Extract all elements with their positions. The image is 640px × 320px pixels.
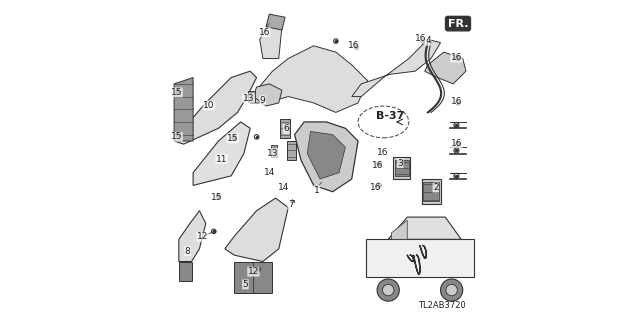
Bar [280,119,290,138]
Polygon shape [294,122,358,192]
Text: 11: 11 [216,155,227,164]
Text: 12: 12 [248,267,259,276]
Text: 16: 16 [348,41,360,50]
Polygon shape [352,39,440,97]
Polygon shape [193,122,250,185]
Polygon shape [388,217,461,239]
Text: 16: 16 [370,183,381,192]
Text: 8: 8 [185,246,191,256]
Polygon shape [253,84,282,106]
Text: 16: 16 [377,148,388,157]
Text: 16: 16 [451,53,462,62]
Text: 4: 4 [426,36,431,45]
Text: 12: 12 [197,232,208,241]
Text: FR.: FR. [448,19,468,28]
Text: 7: 7 [288,200,294,209]
Polygon shape [234,261,273,293]
Bar [271,145,278,157]
Polygon shape [174,77,193,141]
Circle shape [383,284,394,296]
Text: TL2AB3720: TL2AB3720 [419,301,466,310]
Polygon shape [260,24,282,59]
Text: 5: 5 [243,280,248,289]
Text: 14: 14 [278,183,289,192]
Text: 2: 2 [433,183,438,192]
Text: 16: 16 [372,161,383,170]
Text: 16: 16 [259,28,270,37]
Text: 13: 13 [243,94,254,103]
Polygon shape [179,211,206,261]
Text: 16: 16 [451,98,462,107]
Polygon shape [425,52,466,84]
Text: 10: 10 [204,101,215,110]
Text: 6: 6 [283,124,289,133]
Polygon shape [307,132,346,179]
Polygon shape [392,220,407,239]
Bar [422,179,440,204]
Bar [394,160,409,176]
Bar [248,91,255,102]
Text: 15: 15 [211,193,222,202]
Text: 15: 15 [227,134,239,143]
Text: 3: 3 [397,159,403,168]
Text: 15: 15 [171,88,182,97]
Polygon shape [250,46,367,112]
Polygon shape [174,71,257,144]
Bar [287,141,296,160]
Polygon shape [266,14,285,30]
Circle shape [377,279,399,301]
Text: 15: 15 [171,132,182,141]
Bar [393,157,410,179]
Polygon shape [225,198,288,261]
Polygon shape [366,239,474,277]
Polygon shape [179,261,191,281]
Text: 14: 14 [264,168,275,177]
Text: 13: 13 [267,148,278,157]
Circle shape [446,284,458,296]
Text: B-37: B-37 [376,111,404,121]
Circle shape [440,279,463,301]
Text: 9: 9 [260,96,266,105]
Text: 1: 1 [314,186,320,195]
Text: 16: 16 [415,34,426,43]
Bar [423,182,439,201]
Text: 16: 16 [451,139,462,148]
